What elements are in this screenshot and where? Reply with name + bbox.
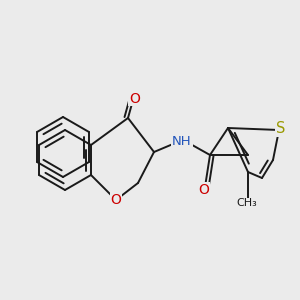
Text: CH₃: CH₃ [236,198,257,208]
Text: O: O [129,92,140,106]
Text: O: O [111,193,122,207]
Text: NH: NH [172,135,192,148]
Text: O: O [198,183,209,197]
Text: S: S [276,121,285,136]
